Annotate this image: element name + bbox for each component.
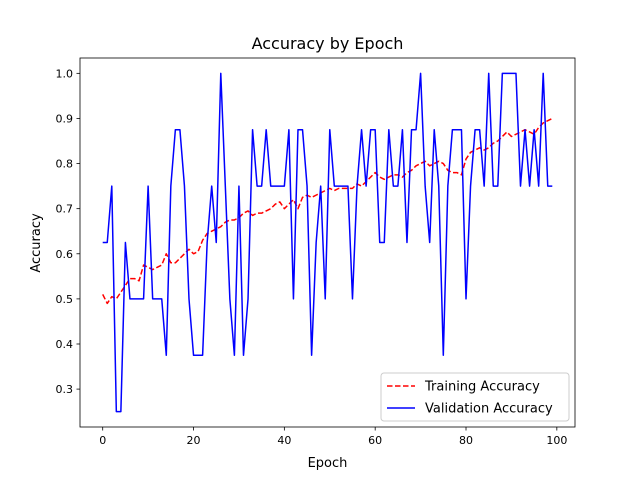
chart-title: Accuracy by Epoch (252, 34, 404, 53)
plot-frame (79, 57, 576, 428)
validation-accuracy-line (102, 72, 553, 413)
y-tick-label: 0.4 (56, 338, 74, 351)
x-tick-label: 80 (459, 434, 473, 447)
y-tick-label: 0.9 (56, 112, 74, 125)
x-tick-label: 60 (368, 434, 382, 447)
legend: Training Accuracy Validation Accuracy (380, 372, 570, 422)
y-axis-label: Accuracy (29, 213, 44, 273)
y-tick-label: 0.8 (56, 158, 74, 171)
y-tick-label: 0.3 (56, 383, 74, 396)
legend-box (380, 372, 570, 422)
legend-label-training: Training Accuracy (424, 380, 540, 395)
x-tick-label: 40 (277, 434, 291, 447)
legend-label-validation: Validation Accuracy (425, 402, 553, 417)
y-tick-label: 0.6 (56, 248, 74, 261)
y-tick-label: 1.0 (56, 67, 74, 80)
plot-area: 0 20 40 60 80 100 0.3 0.4 0.5 0.6 0.7 0.8 0.9 1.0 (56, 57, 576, 447)
x-tick-label: 20 (187, 434, 201, 447)
y-tick-label: 0.5 (56, 293, 74, 306)
x-tick-label: 100 (546, 434, 567, 447)
x-tick-label: 0 (99, 434, 106, 447)
y-tick-label: 0.7 (56, 203, 74, 216)
x-axis-label: Epoch (308, 456, 348, 471)
